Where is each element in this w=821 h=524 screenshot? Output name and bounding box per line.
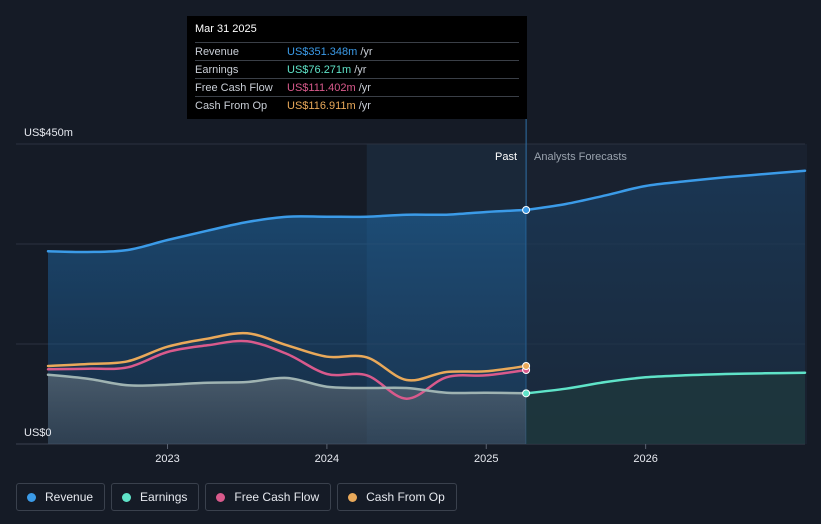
tooltip-row-free-cash-flow: Free Cash Flow US$111.402m /yr xyxy=(195,78,519,96)
revenue-line-forecast xyxy=(524,169,807,212)
tooltip-value: US$351.348m xyxy=(287,45,358,58)
tooltip-date: Mar 31 2025 xyxy=(195,23,257,35)
tooltip-row-cash-from-op: Cash From Op US$116.911m /yr xyxy=(195,96,519,114)
series-points xyxy=(522,206,531,398)
legend-label: Revenue xyxy=(45,490,94,504)
x-tick-label: 2026 xyxy=(633,453,657,465)
legend-label: Cash From Op xyxy=(366,490,445,504)
tooltip-label: Free Cash Flow xyxy=(195,81,273,94)
earnings-line-past xyxy=(46,373,528,395)
x-tick-label: 2023 xyxy=(155,453,179,465)
legend-dot-icon xyxy=(348,492,358,502)
revenue-line-past xyxy=(46,208,528,254)
cash-from-op-line-past xyxy=(46,331,528,382)
tooltip-label: Revenue xyxy=(195,45,240,58)
tooltip-unit: /yr xyxy=(360,45,373,58)
legend-item-cash-from-op[interactable]: Cash From Op xyxy=(337,483,457,511)
y-axis-bottom-label: US$0 xyxy=(24,427,52,439)
legend-item-earnings[interactable]: Earnings xyxy=(111,483,200,511)
tooltip-label: Cash From Op xyxy=(195,99,268,112)
tooltip-label: Earnings xyxy=(195,63,239,76)
axis: 2023 2024 2025 2026 xyxy=(155,444,658,465)
revenue-point xyxy=(522,206,531,214)
tooltip: Mar 31 2025 Revenue US$351.348m /yr Earn… xyxy=(187,16,527,119)
series-lines xyxy=(46,169,807,400)
tooltip-value: US$111.402m xyxy=(287,81,356,94)
earnings-point xyxy=(522,389,531,398)
legend-dot-icon xyxy=(122,492,132,502)
free-cash-flow-line-past xyxy=(46,339,528,400)
earnings-area-past xyxy=(48,374,527,444)
earnings-line-forecast xyxy=(524,371,807,395)
past-label: Past xyxy=(495,151,517,163)
tooltip-value: US$76.271m xyxy=(287,63,352,76)
legend-item-free-cash-flow[interactable]: Free Cash Flow xyxy=(205,483,332,511)
x-tick-label: 2025 xyxy=(474,453,498,465)
legend-label: Earnings xyxy=(140,490,188,504)
legend: Revenue Earnings Free Cash Flow Cash Fro… xyxy=(16,483,457,511)
legend-dot-icon xyxy=(216,492,226,502)
legend-item-revenue[interactable]: Revenue xyxy=(16,483,106,511)
legend-dot-icon xyxy=(27,492,36,502)
tooltip-unit: /yr xyxy=(358,81,371,94)
forecast-label: Analysts Forecasts xyxy=(534,151,627,163)
x-tick-label: 2024 xyxy=(315,453,339,465)
tooltip-unit: /yr xyxy=(354,63,367,76)
y-axis-top-label: US$450m xyxy=(24,127,73,139)
chart: 2023 2024 2025 2026 Past Analysts Forecasts… xyxy=(16,119,807,465)
legend-label: Free Cash Flow xyxy=(234,490,320,504)
tooltip-row-earnings: Earnings US$76.271m /yr xyxy=(195,60,519,78)
tooltip-unit: /yr xyxy=(358,99,371,112)
tooltip-value: US$116.911m xyxy=(287,99,356,112)
tooltip-row-revenue: Revenue US$351.348m /yr xyxy=(195,42,519,60)
cash-from-op-point xyxy=(522,362,531,370)
earnings-area-forecast xyxy=(526,372,805,444)
